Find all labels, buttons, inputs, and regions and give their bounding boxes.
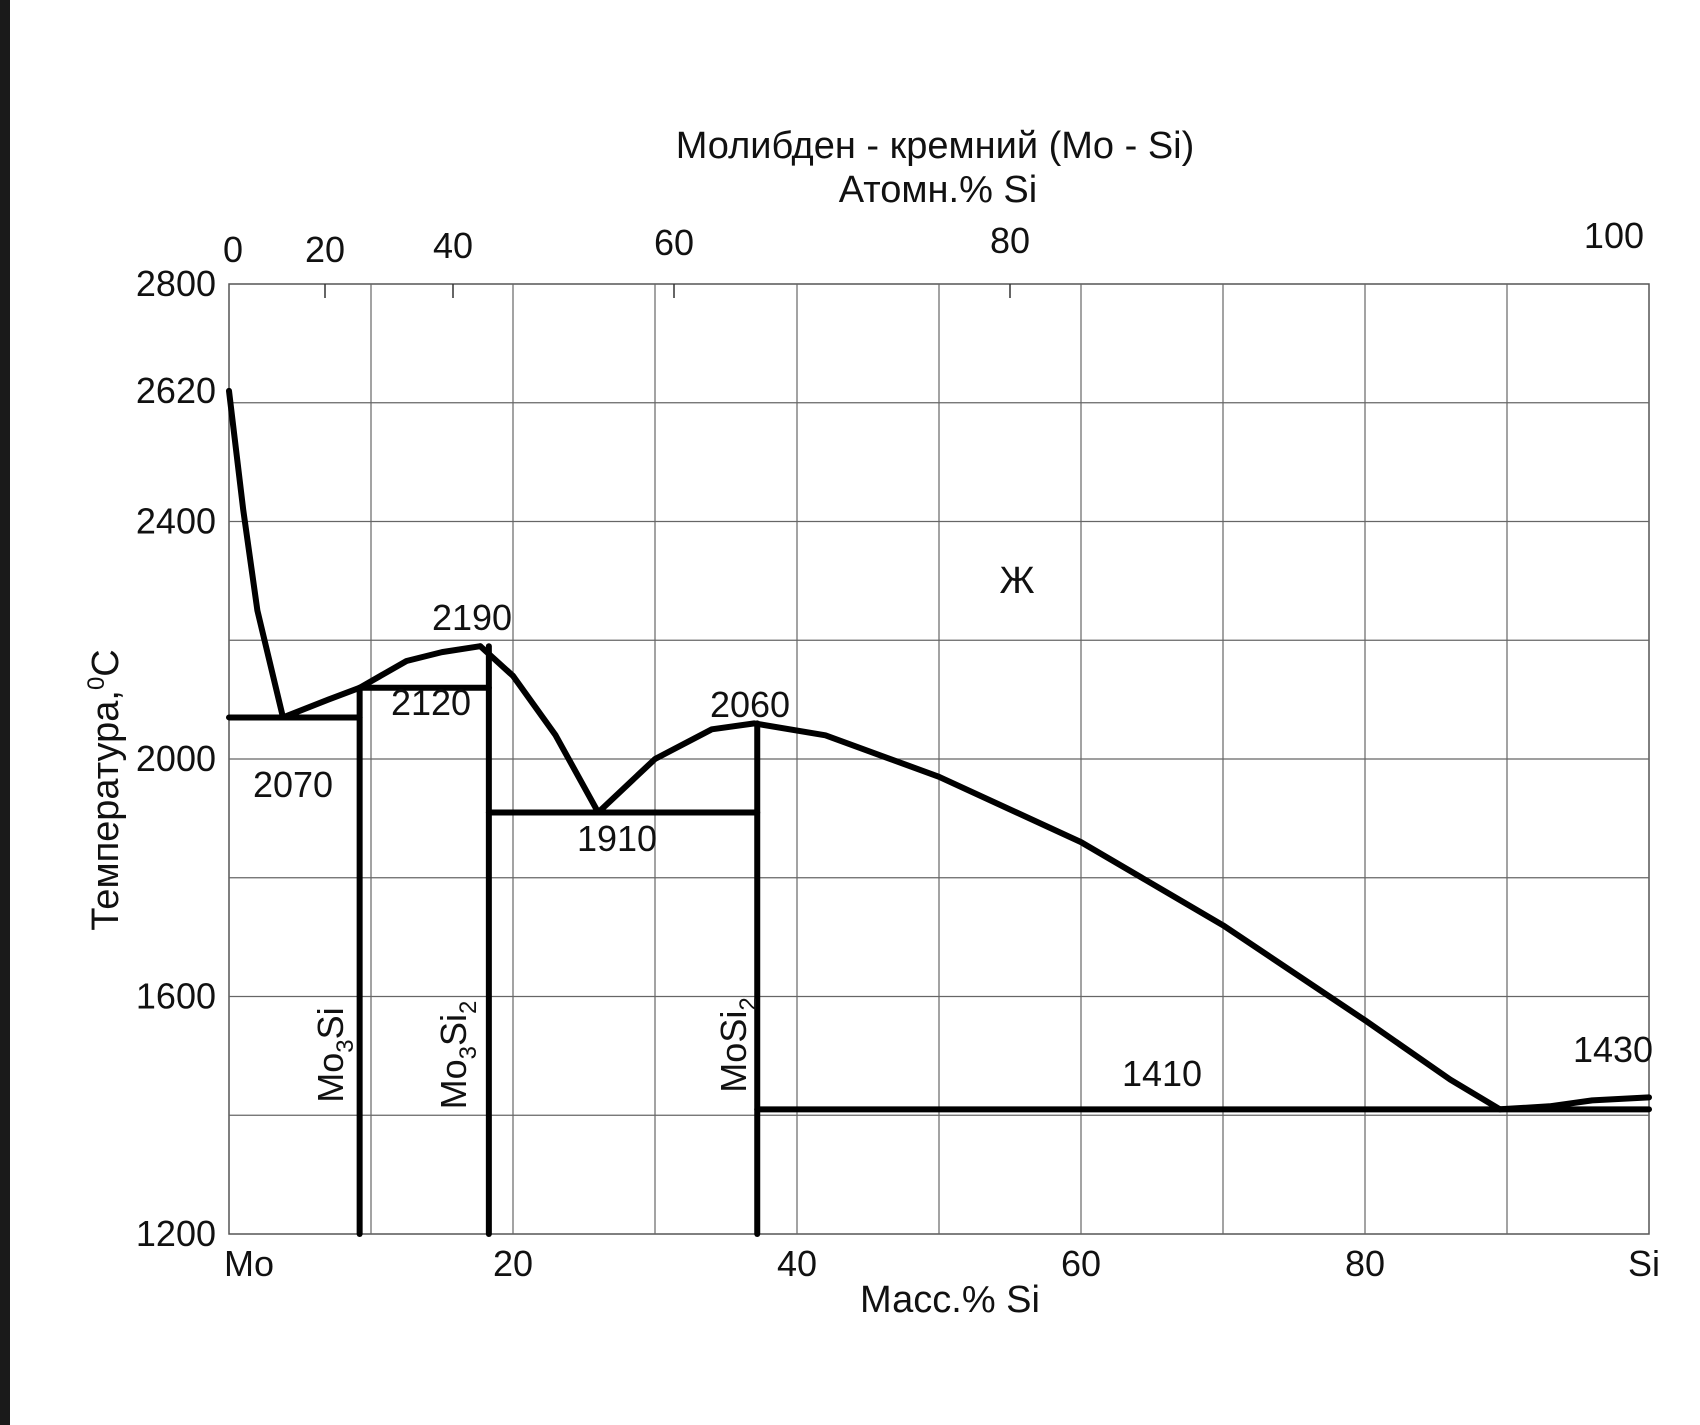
top-tick-label: 100 bbox=[1584, 215, 1644, 256]
phase-curves bbox=[226, 387, 1652, 1237]
y-tick-label: 2000 bbox=[136, 738, 216, 779]
x-tick-label: Si bbox=[1628, 1243, 1660, 1284]
top-axis-label: Атомн.% Si bbox=[839, 169, 1037, 211]
x-tick-label: 20 bbox=[493, 1243, 533, 1284]
top-tick-label: 0 bbox=[223, 229, 243, 270]
y-axis-ticks: 1200 1600 2000 2400 2620 2800 bbox=[136, 263, 216, 1254]
x-tick-label: 80 bbox=[1345, 1243, 1385, 1284]
top-tick-label: 20 bbox=[305, 229, 345, 270]
annotation-2120: 2120 bbox=[391, 682, 471, 723]
curve-liquidus-mo3si-mo5si3 bbox=[280, 643, 484, 721]
liquid-region-label: Ж bbox=[999, 560, 1034, 602]
top-tick-label: 40 bbox=[433, 225, 473, 266]
annotation-2070: 2070 bbox=[253, 764, 333, 805]
x-tick-label: Mo bbox=[224, 1243, 274, 1284]
y-tick-label: 1600 bbox=[136, 976, 216, 1017]
curve-liquidus-mo5si3-eutectic bbox=[477, 643, 602, 816]
y-tick-label: 2620 bbox=[136, 370, 216, 411]
chart-title: Молибден - кремний (Mo - Si) bbox=[676, 125, 1195, 167]
x-axis-label: Масс.% Si bbox=[860, 1279, 1040, 1321]
y-axis-label-unit: C bbox=[85, 649, 127, 676]
y-axis-label-sup: 0 bbox=[83, 677, 110, 690]
svg-text:Температура,0C: Температура,0C bbox=[83, 649, 127, 931]
svg-text:Mo3Si: Mo3Si bbox=[310, 1007, 359, 1102]
annotation-1430: 1430 bbox=[1573, 1029, 1653, 1070]
annotation-2060: 2060 bbox=[710, 684, 790, 725]
compound-label-mosi2: MoSi2 bbox=[713, 997, 762, 1092]
svg-text:Mo3Si2: Mo3Si2 bbox=[433, 1001, 482, 1110]
grid-lines bbox=[229, 284, 1649, 1234]
compound-label-mo5si3: Mo3Si2 bbox=[433, 1001, 482, 1110]
curve-liquidus-mo bbox=[226, 387, 286, 721]
top-tick-label: 60 bbox=[654, 222, 694, 263]
svg-text:MoSi2: MoSi2 bbox=[713, 997, 762, 1092]
annotation-1910: 1910 bbox=[577, 818, 657, 859]
x-axis-ticks: Mo 20 40 60 80 Si bbox=[224, 1243, 1660, 1284]
scan-edge bbox=[0, 0, 10, 1425]
top-axis-ticks: 0 20 40 60 80 100 bbox=[223, 215, 1644, 298]
y-tick-label: 1200 bbox=[136, 1213, 216, 1254]
y-tick-label: 2400 bbox=[136, 501, 216, 542]
y-axis-label: Температура,0C bbox=[83, 649, 127, 931]
curve-liquidus-mosi2 bbox=[595, 720, 1503, 1113]
annotation-2190: 2190 bbox=[432, 597, 512, 638]
top-tick-label: 80 bbox=[990, 220, 1030, 261]
compound-label-mo3si: Mo3Si bbox=[310, 1007, 359, 1102]
annotation-1410: 1410 bbox=[1122, 1053, 1202, 1094]
x-tick-label: 60 bbox=[1061, 1243, 1101, 1284]
y-axis-label-main: Температура, bbox=[85, 690, 127, 931]
y-tick-label: 2800 bbox=[136, 263, 216, 304]
x-tick-label: 40 bbox=[777, 1243, 817, 1284]
